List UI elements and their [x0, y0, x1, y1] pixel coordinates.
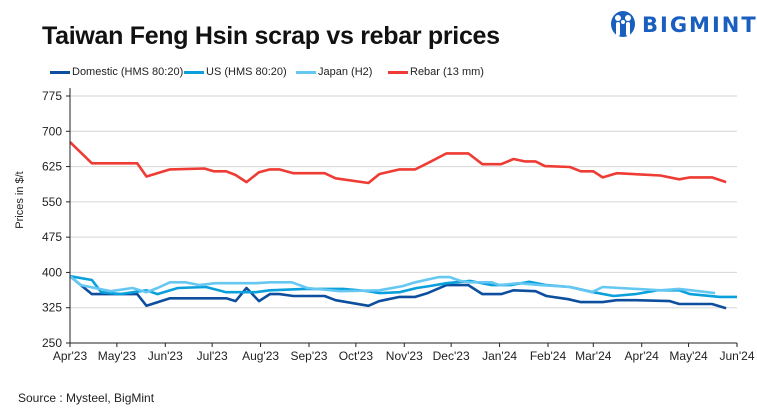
- y-tick-label: 550: [42, 195, 62, 209]
- series-line-domestic: [69, 275, 727, 310]
- x-tick-label: Feb'24: [530, 349, 567, 363]
- series-line-japan: [69, 275, 716, 295]
- x-tick-label: Jan'24: [482, 349, 517, 363]
- series-line-rebar: [69, 141, 727, 185]
- x-tick-label: Apr'23: [53, 349, 88, 363]
- logo-text: BIGMINT: [642, 13, 757, 37]
- y-tick-label: 475: [42, 230, 62, 244]
- y-tick-label: 400: [42, 265, 62, 279]
- legend-swatch: [184, 70, 204, 74]
- legend-swatch: [50, 70, 70, 74]
- legend-swatch: [296, 70, 316, 74]
- y-tick-label: 700: [42, 124, 62, 138]
- y-tick-label: 775: [42, 89, 62, 103]
- bigmint-logo: BIGMINT: [610, 10, 757, 40]
- x-tick-label: May'24: [669, 349, 708, 363]
- x-tick-label: Jun'24: [720, 349, 755, 363]
- y-tick-label: 250: [42, 336, 62, 350]
- y-tick-label: 625: [42, 160, 62, 174]
- legend-label: US (HMS 80:20): [206, 66, 287, 78]
- legend-label: Rebar (13 mm): [410, 66, 484, 78]
- legend-item-domestic: Domestic (HMS 80:20): [50, 66, 183, 78]
- y-axis-label: Prices in $/t: [14, 171, 26, 228]
- x-tick-label: Mar'24: [575, 349, 612, 363]
- x-tick-label: Oct'23: [339, 349, 374, 363]
- x-tick-label: Jun'23: [148, 349, 183, 363]
- series-line-us: [69, 274, 737, 299]
- x-tick-label: May'23: [98, 349, 137, 363]
- legend-swatch: [388, 70, 408, 74]
- x-tick-label: Aug'23: [242, 349, 279, 363]
- line-chart: 250 325 400 475 550 625 700 775 Apr'23 May'23 Jun'…: [14, 88, 755, 363]
- y-tick-label: 325: [42, 301, 62, 315]
- x-tick-label: Dec'23: [433, 349, 470, 363]
- legend-item-japan: Japan (H2): [296, 66, 372, 78]
- x-tick-label: Jul'23: [197, 349, 228, 363]
- source-note: Source : Mysteel, BigMint: [18, 391, 155, 405]
- x-tick-label: Apr'24: [625, 349, 660, 363]
- legend-label: Domestic (HMS 80:20): [72, 66, 184, 78]
- x-tick-label: Nov'23: [386, 349, 423, 363]
- legend-item-us: US (HMS 80:20): [184, 66, 287, 78]
- legend-item-rebar: Rebar (13 mm): [388, 66, 484, 78]
- chart-title: Taiwan Feng Hsin scrap vs rebar prices: [42, 22, 500, 50]
- legend-label: Japan (H2): [318, 66, 373, 78]
- x-tick-label: Sep'23: [290, 349, 327, 363]
- bigmint-people-icon: [611, 11, 635, 37]
